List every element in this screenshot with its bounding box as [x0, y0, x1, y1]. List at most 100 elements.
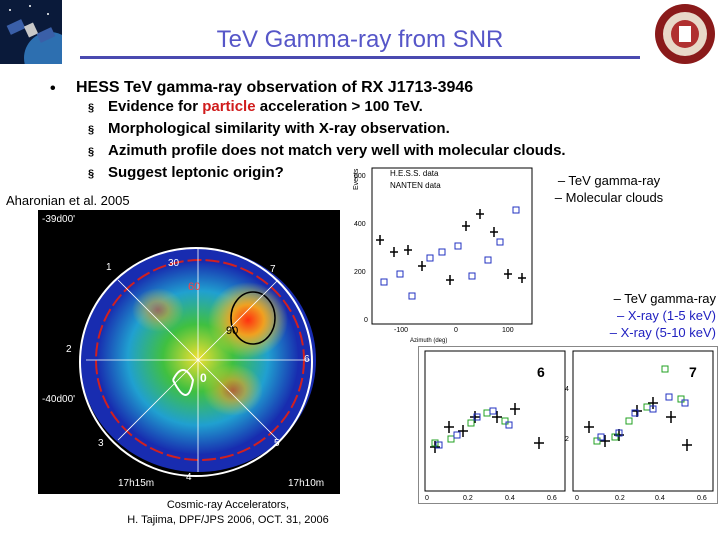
sub-bullet-4: § Suggest leptonic origin?: [88, 164, 284, 181]
footer-line-2: H. Tajima, DPF/JPS 2006, OCT. 31, 2006: [127, 514, 329, 526]
panel-label-7: 7: [689, 364, 697, 380]
xray-5-10-point: [615, 429, 623, 437]
legend-item-tev: – TeV gamma-ray: [557, 173, 661, 188]
profile-xtick: 0.4: [505, 495, 515, 502]
nanten-point: [380, 278, 388, 286]
azimuth-ytick: 400: [354, 221, 366, 228]
profile-xtick: 0.2: [615, 495, 625, 502]
nanten-point: [468, 272, 476, 280]
xray-1-5-point: [677, 395, 685, 403]
sub-bullet-2: § Morphological similarity with X-ray obs…: [88, 120, 450, 137]
azimuth-data-points: [376, 206, 526, 300]
contour-label: 0: [200, 371, 207, 385]
legend-item-molecular: – Molecular clouds: [554, 190, 664, 205]
xray-5-10-point: [505, 421, 513, 429]
profile-xtick: 0.6: [547, 495, 557, 502]
citation: Aharonian et al. 2005: [6, 193, 130, 208]
nanten-point: [408, 292, 416, 300]
xray-5-10-point: [665, 393, 673, 401]
legend-item-xray-5-10: – X-ray (5-10 keV): [609, 325, 716, 340]
xray-1-5-point: [467, 419, 475, 427]
sub-bullet-marker: §: [88, 146, 95, 158]
main-bullet-text: HESS TeV gamma-ray observation of RX J17…: [76, 79, 474, 96]
sub-bullet-marker: §: [88, 168, 95, 180]
xray-1-5-point: [661, 365, 669, 373]
profile-xtick: 0.6: [697, 495, 707, 502]
xray-5-10-point: [597, 433, 605, 441]
profile-xtick: 0.2: [463, 495, 473, 502]
nanten-point: [454, 242, 462, 250]
profile-data-points: [430, 365, 692, 453]
xray-5-10-point: [649, 405, 657, 413]
xray-1-5-point: [611, 433, 619, 441]
sub-bullet-3: § Azimuth profile does not match very wel…: [88, 142, 566, 159]
sub-bullet-marker: §: [88, 102, 95, 114]
xray-5-10-point: [453, 431, 461, 439]
sector-label: 1: [106, 262, 112, 273]
xray-1-5-point: [501, 417, 509, 425]
azimuth-xtick: 0: [454, 327, 458, 334]
sub-bullet-marker: §: [88, 124, 95, 136]
profile-xtick: 0.4: [655, 495, 665, 502]
legend-tev-molecular: – TeV gamma-ray – Molecular clouds: [548, 172, 670, 206]
azimuth-xlabel: Azimuth (deg): [410, 338, 447, 344]
highlight-word: particle: [202, 98, 256, 115]
sector-label: 5: [274, 438, 280, 449]
sector-label: 3: [98, 438, 104, 449]
sector-label: 7: [270, 264, 276, 275]
xray-1-5-point: [643, 403, 651, 411]
main-bullet-marker: •: [50, 80, 56, 97]
xray-5-10-point: [681, 399, 689, 407]
xray-1-5-point: [431, 439, 439, 447]
sector-label: 6: [304, 354, 310, 365]
xray-5-10-point: [435, 441, 443, 449]
profile-xtick: 0: [575, 495, 579, 502]
ra-right-label: 17h10m: [288, 478, 324, 489]
legend-item-xray-1-5: – X-ray (1-5 keV): [617, 308, 716, 323]
xray-1-5-point: [483, 409, 491, 417]
sub-bullet-1: § Evidence for particle acceleration > 10…: [88, 98, 423, 115]
legend-tev-xray: – TeV gamma-ray – X-ray (1-5 keV) – X-ra…: [584, 290, 716, 341]
title-underline: [80, 56, 640, 59]
nanten-point: [484, 256, 492, 264]
nanten-point: [512, 206, 520, 214]
azimuth-legend-nanten: NANTEN data: [390, 181, 441, 190]
xray-1-5-point: [593, 437, 601, 445]
xray-5-10-point: [631, 409, 639, 417]
footer: Cosmic-ray Accelerators, H. Tajima, DPF/…: [112, 498, 344, 528]
profile-ytick: 2: [565, 436, 569, 443]
tev-skymap-image: -39d00' -40d00' 17h15m 17h10m 30 1 7 2 6…: [38, 210, 340, 494]
nanten-point: [426, 254, 434, 262]
sector-label: 30: [168, 258, 180, 269]
nanten-point: [496, 238, 504, 246]
ra-left-label: 17h15m: [118, 478, 154, 489]
azimuth-ytick: 200: [354, 269, 366, 276]
xray-1-5-point: [625, 417, 633, 425]
azimuth-ytick: 0: [364, 317, 368, 324]
contour-label: 90: [226, 325, 238, 337]
slide-title: TeV Gamma-ray from SNR: [216, 26, 504, 53]
azimuth-legend-hess: H.E.S.S. data: [390, 169, 439, 178]
xray-1-5-point: [447, 435, 455, 443]
azimuth-ylabel: Events: [353, 168, 360, 190]
azimuth-xtick: -100: [394, 327, 408, 334]
profile-xtick: 0: [425, 495, 429, 502]
footer-line-1: Cosmic-ray Accelerators,: [166, 499, 290, 511]
university-seal-logo: [652, 2, 718, 66]
azimuth-ytick: 600: [354, 173, 366, 180]
satellite-logo: [0, 0, 62, 64]
azimuth-xtick: 100: [502, 327, 514, 334]
sector-label: 2: [66, 344, 72, 355]
legend-item-tev: – TeV gamma-ray: [613, 291, 716, 306]
xray-profile-plots: 6 7 0 0.2 0.4 0.6 0 0.2 0.4 0.6 4 2: [418, 346, 718, 504]
sector-label: 4: [186, 472, 192, 483]
panel-label-6: 6: [537, 364, 545, 380]
xray-5-10-point: [489, 407, 497, 415]
contour-label: 60: [188, 281, 200, 293]
nanten-point: [396, 270, 404, 278]
profile-ytick: 4: [565, 386, 569, 393]
dec-bottom-label: -40d00': [42, 394, 75, 405]
dec-top-label: -39d00': [42, 214, 75, 225]
azimuth-profile-plot: Events 600 400 200 0 -100 0 100 Azimuth …: [350, 162, 540, 346]
xray-5-10-point: [473, 413, 481, 421]
